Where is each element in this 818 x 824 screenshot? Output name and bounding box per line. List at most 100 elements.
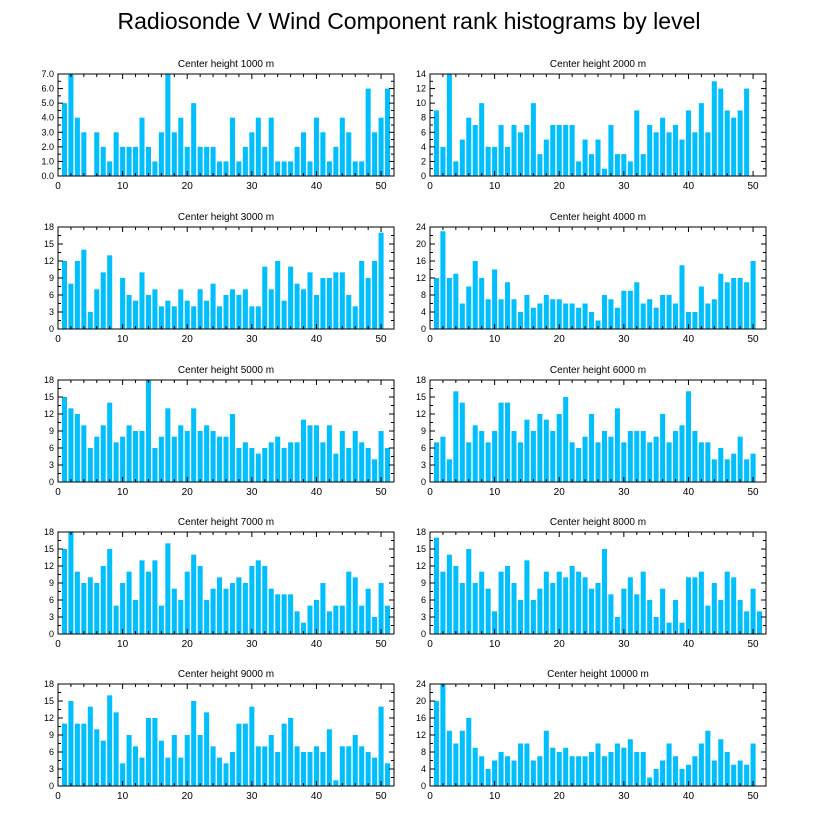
histogram-bar [627,290,633,329]
histogram-bar [145,380,151,482]
histogram-bar [365,278,371,329]
histogram-bar [582,139,588,176]
histogram-bar [556,125,562,176]
histogram-bar [634,282,640,329]
histogram-bar [589,588,595,634]
histogram-bar [165,300,171,329]
histogram-bar [255,560,261,634]
histogram-bar [479,756,485,786]
histogram-bar [281,300,287,329]
x-tick-label: 30 [618,791,630,802]
histogram-bar [698,103,704,176]
histogram-bar [556,414,562,482]
x-tick-label: 50 [376,487,388,498]
histogram-bar [685,110,691,176]
y-tick-label: 2.0 [41,142,54,152]
histogram-bar [679,622,685,634]
y-tick-label: 12 [416,84,426,94]
histogram-bar [595,320,601,329]
histogram-bar [326,729,332,786]
histogram-bar [333,605,339,634]
y-tick-label: 9 [49,426,54,436]
histogram-bar [582,756,588,786]
histogram-bar [673,125,679,176]
histogram-bar [139,560,145,634]
x-tick-label: 40 [311,791,323,802]
histogram-bar [171,132,177,176]
histogram-bar [537,303,543,329]
histogram-bar [524,295,530,329]
histogram-bar [359,605,365,634]
histogram-bar [492,611,498,634]
histogram-bar [107,402,113,482]
histogram-bar [236,577,242,634]
histogram-bar [87,448,93,482]
histogram-bar [718,273,724,329]
histogram-bar [184,146,190,176]
histogram-bar [433,278,439,329]
y-tick-label: 9 [49,730,54,740]
histogram-bar [229,752,235,786]
histogram-bar [550,299,556,329]
x-tick-label: 50 [376,181,388,192]
y-tick-label: 24 [416,679,426,689]
y-tick-label: 0 [49,629,54,639]
y-tick-label: 12 [416,273,426,283]
x-tick-label: 0 [55,181,61,192]
histogram-bar [294,746,300,786]
histogram-bar [524,743,530,786]
x-tick-label: 10 [117,487,129,498]
histogram-bar [262,266,268,329]
histogram-bar [385,88,391,176]
y-tick-label: 18 [44,222,54,232]
y-tick-label: 12 [44,409,54,419]
panel-title: Center height 3000 m [178,212,274,223]
histogram-bar [498,402,504,482]
histogram-bar [61,723,67,786]
y-tick-label: 8 [421,113,426,123]
y-tick-label: 3 [49,612,54,622]
histogram-bar [556,571,562,634]
histogram-bar [569,303,575,329]
histogram-bar [372,617,378,634]
histogram-bar [339,605,345,634]
histogram-bar [217,577,223,634]
histogram-bar [126,295,132,329]
histogram-bar [242,442,248,482]
histogram-bar [453,743,459,786]
histogram-bar [692,132,698,176]
histogram-bar [595,583,601,634]
x-tick-label: 10 [117,181,129,192]
histogram-bar [718,600,724,634]
histogram-bar [107,549,113,634]
histogram-bar [550,431,556,482]
histogram-bar [359,746,365,786]
histogram-bar [492,431,498,482]
histogram-bar [107,695,113,786]
x-tick-label: 20 [182,334,194,345]
panel-title: Center height 10000 m [547,669,649,680]
histogram-bar [517,743,523,786]
y-tick-label: 0 [421,477,426,487]
histogram-bar [320,752,326,786]
histogram-bar [453,391,459,482]
histogram-bar [660,414,666,482]
y-tick-label: 18 [416,375,426,385]
histogram-bar [372,261,378,329]
histogram-bar [275,594,281,634]
x-tick-label: 10 [489,487,501,498]
histogram-bar [313,295,319,329]
histogram-bar [698,442,704,482]
histogram-bar [152,161,158,176]
histogram-bar [660,588,666,634]
histogram-bar [750,261,756,329]
histogram-bar [563,577,569,634]
histogram-bar [640,752,646,786]
x-tick-label: 50 [748,334,760,345]
histogram-bar [352,577,358,634]
histogram-bar [492,269,498,329]
histogram-bar [372,459,378,482]
y-tick-label: 0 [49,477,54,487]
histogram-bar [385,448,391,482]
y-tick-label: 9 [49,273,54,283]
